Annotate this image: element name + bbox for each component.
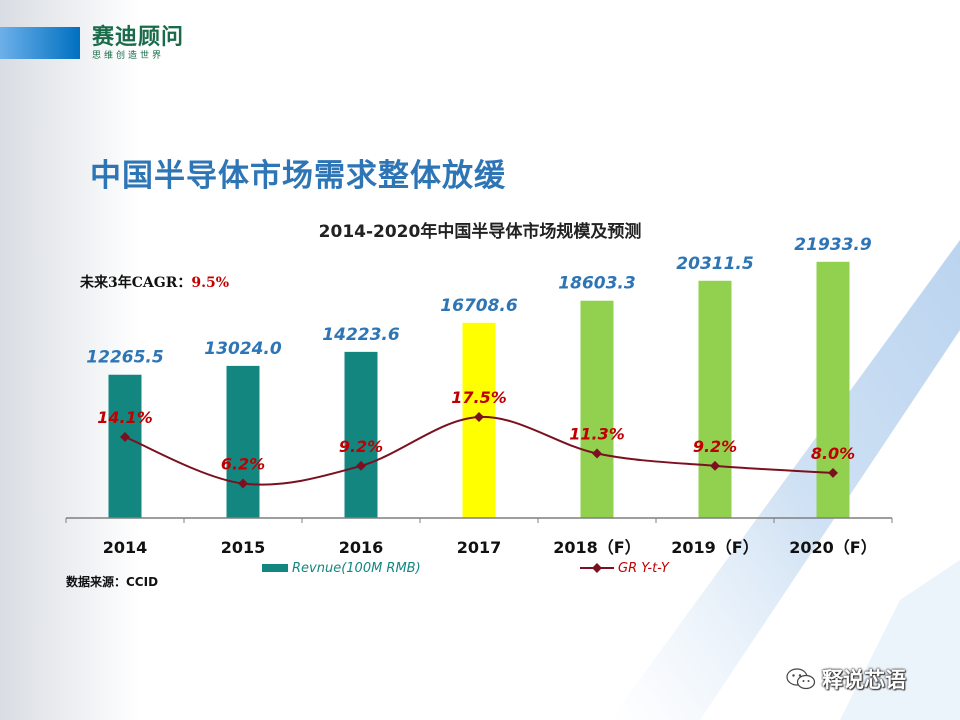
left-gradient-band: [0, 0, 140, 720]
decorative-stripe: [610, 240, 960, 720]
bar-2015: [226, 365, 260, 518]
legend-revenue-label: Revnue(100M RMB): [292, 561, 421, 576]
bar-2018（F）: [580, 300, 614, 518]
bar-value-label: 13024.0: [204, 339, 282, 359]
bar-value-label: 14223.6: [322, 325, 400, 345]
growth-rate-point: [474, 412, 484, 422]
watermark-text: 释说芯语: [822, 668, 906, 692]
growth-rate-label: 6.2%: [221, 455, 265, 474]
header-accent-bar: [0, 27, 80, 59]
cagr-note: 未来3年CAGR：9.5%: [80, 272, 229, 292]
legend-growth-label: GR Y-t-Y: [618, 561, 670, 576]
growth-rate-label: 14.1%: [97, 408, 153, 427]
ccid-logo: 赛迪顾问 思维创造世界: [92, 24, 184, 62]
growth-rate-label: 8.0%: [811, 444, 855, 463]
logo-name: 赛迪顾问: [92, 24, 185, 50]
x-tick-label: 2018（F）: [553, 538, 640, 557]
x-tick-label: 2016: [339, 538, 384, 557]
x-tick-label: 2019（F）: [671, 538, 758, 557]
decorative-stripe-2: [840, 560, 960, 720]
bar-value-label: 18603.3: [558, 274, 635, 294]
wechat-watermark: 释说芯语: [786, 664, 906, 694]
legend-revenue-swatch: [262, 564, 288, 572]
growth-rate-point: [592, 448, 602, 459]
bar-2019（F）: [698, 280, 732, 518]
growth-rate-point: [710, 460, 720, 471]
slide-title: 中国半导体市场需求整体放缓: [90, 158, 506, 194]
bar-value-label: 21933.9: [794, 235, 872, 255]
bar-value-label: 20311.5: [676, 254, 753, 274]
growth-rate-label: 11.3%: [569, 424, 625, 443]
bar-value-label: 16708.6: [440, 296, 518, 316]
growth-rate-point: [356, 460, 366, 471]
bar-2016: [344, 351, 378, 518]
bar-2014: [108, 374, 142, 518]
wechat-icon: [786, 668, 816, 690]
growth-rate-label: 17.5%: [451, 388, 507, 407]
x-tick-label: 2020（F）: [789, 538, 876, 557]
growth-rate-label: 9.2%: [339, 437, 383, 456]
legend-growth-marker: [592, 563, 602, 573]
logo-tagline: 思维创造世界: [92, 51, 165, 61]
cagr-label: 未来3年CAGR：: [80, 275, 192, 291]
bar-2020（F）: [816, 261, 850, 518]
growth-rate-label: 9.2%: [693, 437, 737, 456]
x-tick-label: 2014: [103, 538, 148, 557]
x-tick-label: 2017: [457, 538, 502, 557]
chart-title: 2014-2020年中国半导体市场规模及预测: [318, 222, 642, 242]
cagr-value: 9.5%: [191, 275, 230, 291]
growth-rate-point: [828, 467, 838, 478]
source-note: 数据来源：CCID: [66, 575, 159, 589]
growth-rate-point: [238, 478, 248, 489]
bar-value-label: 12265.5: [86, 348, 163, 368]
x-tick-label: 2015: [221, 538, 266, 557]
